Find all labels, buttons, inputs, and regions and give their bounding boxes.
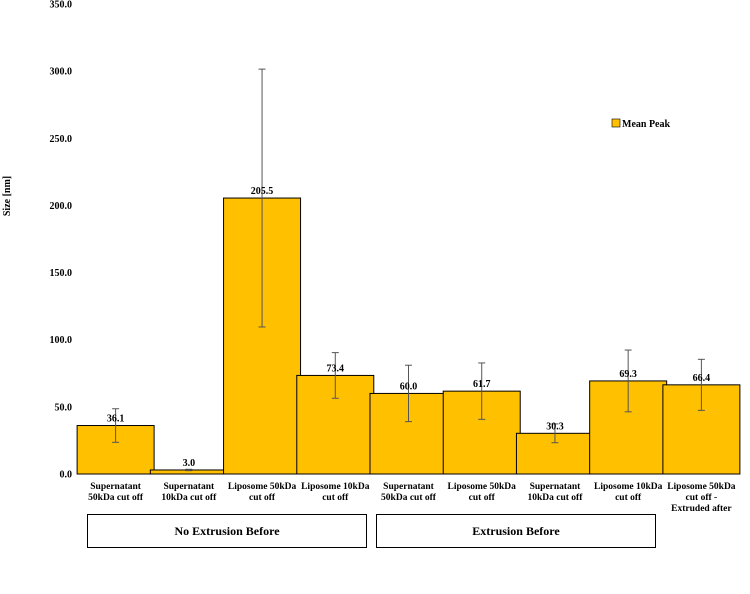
data-label: 36.1 [107, 414, 125, 425]
category-label: Liposome 10kDa [594, 482, 663, 492]
error-bars [112, 68, 705, 472]
category-label: cut off [469, 493, 496, 503]
data-label: 60.0 [400, 381, 418, 392]
group-box-extrusion: Extrusion Before [376, 514, 656, 548]
category-label: 10kDa cut off [527, 493, 583, 503]
category-label: Supernatant [90, 482, 142, 492]
data-label: 61.7 [473, 379, 491, 390]
category-label: cut off - [686, 493, 718, 503]
y-tick-label: 350.0 [50, 0, 73, 11]
group-label: Extrusion Before [472, 523, 560, 538]
category-label: 50kDa cut off [381, 493, 437, 503]
group-box-no-extrusion: No Extrusion Before [87, 514, 367, 548]
bars [76, 197, 741, 475]
category-label: cut off [615, 493, 642, 503]
data-label: 73.4 [327, 363, 345, 374]
category-label: Supernatant [383, 482, 435, 492]
y-tick-label: 200.0 [50, 201, 73, 212]
category-label: Liposome 10kDa [301, 482, 370, 492]
y-tick-label: 250.0 [50, 134, 73, 145]
category-label: Supernatant [530, 482, 582, 492]
data-label: 69.3 [619, 369, 637, 380]
category-label: Supernatant [163, 482, 215, 492]
data-label: 30.3 [546, 421, 564, 432]
y-axis: 0.0 50.0 100.0 150.0 200.0 250.0 300.0 350.0 [50, 0, 73, 481]
group-label: No Extrusion Before [174, 523, 280, 538]
legend: Mean Peak [611, 118, 670, 130]
data-label: 66.4 [693, 373, 711, 384]
category-label: cut off [249, 493, 276, 503]
legend-label: Mean Peak [622, 119, 670, 130]
y-tick-label: 50.0 [55, 402, 73, 413]
data-label: 3.0 [183, 458, 196, 469]
category-label: 50kDa cut off [88, 493, 144, 503]
category-label: Liposome 50kDa [448, 482, 517, 492]
data-labels: 36.1 3.0 205.5 73.4 60.0 61.7 30.3 69.3 66.4 [107, 186, 710, 469]
y-tick-label: 150.0 [50, 268, 73, 279]
category-label: cut off [322, 493, 349, 503]
data-label: 205.5 [251, 186, 274, 197]
y-tick-label: 0.0 [60, 470, 73, 481]
category-label: Extruded after [671, 504, 732, 514]
y-tick-label: 100.0 [50, 335, 73, 346]
y-tick-label: 300.0 [50, 67, 73, 78]
category-label: Liposome 50kDa [228, 482, 297, 492]
category-label: 10kDa cut off [161, 493, 217, 503]
category-label: Liposome 50kDa [667, 482, 736, 492]
y-axis-label: Size [nm] [2, 176, 13, 216]
legend-swatch [611, 118, 621, 128]
